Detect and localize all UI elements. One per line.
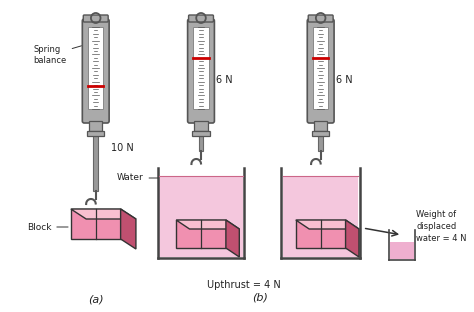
Bar: [87, 131, 104, 136]
FancyBboxPatch shape: [83, 15, 108, 22]
Text: 6 N: 6 N: [336, 75, 353, 85]
Text: (b): (b): [253, 292, 268, 302]
Bar: [390, 242, 414, 259]
Text: Spring
balance: Spring balance: [34, 45, 82, 65]
Polygon shape: [176, 220, 239, 229]
Text: Weight of
displaced
water = 4 N: Weight of displaced water = 4 N: [416, 210, 467, 243]
Bar: [93, 136, 98, 191]
Bar: [193, 27, 209, 109]
FancyBboxPatch shape: [82, 19, 109, 123]
Bar: [159, 176, 243, 256]
Text: 6 N: 6 N: [216, 75, 233, 85]
Bar: [199, 136, 203, 151]
FancyBboxPatch shape: [188, 19, 214, 123]
Polygon shape: [296, 220, 359, 229]
FancyBboxPatch shape: [308, 15, 333, 22]
Polygon shape: [120, 209, 136, 249]
Bar: [318, 136, 323, 151]
Bar: [314, 121, 328, 131]
Text: Block: Block: [27, 222, 68, 232]
Bar: [194, 121, 208, 131]
Bar: [312, 131, 329, 136]
Text: Upthrust = 4 N: Upthrust = 4 N: [207, 280, 281, 290]
Text: (a): (a): [88, 294, 103, 304]
Bar: [176, 220, 226, 248]
Text: Water: Water: [117, 173, 158, 183]
Bar: [88, 27, 103, 109]
Bar: [283, 176, 358, 256]
Bar: [313, 27, 328, 109]
FancyBboxPatch shape: [307, 19, 334, 123]
Bar: [296, 220, 346, 248]
Polygon shape: [71, 209, 136, 219]
FancyBboxPatch shape: [189, 15, 213, 22]
Polygon shape: [346, 220, 359, 257]
Bar: [89, 121, 102, 131]
Bar: [71, 209, 120, 239]
Text: 10 N: 10 N: [111, 143, 134, 153]
Polygon shape: [226, 220, 239, 257]
Bar: [192, 131, 210, 136]
